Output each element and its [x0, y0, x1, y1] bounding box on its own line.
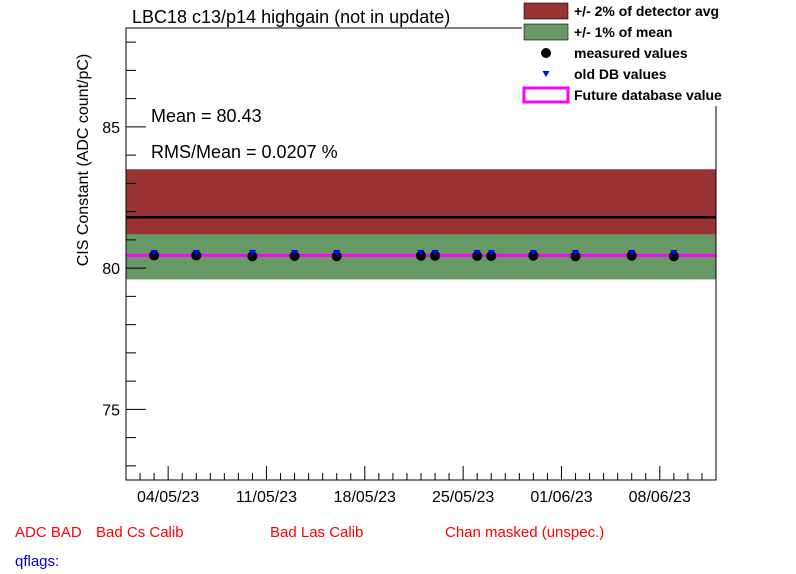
legend-label: measured values	[574, 45, 688, 61]
legend-label: +/- 1% of mean	[574, 24, 672, 40]
x-tick-label: 08/06/23	[629, 489, 691, 506]
axes-layer: 75 80 85 04/05/23 11/05/23 18/05/23 25/05/23 01…	[102, 41, 717, 506]
old-db-point	[192, 250, 200, 256]
old-db-point	[487, 250, 495, 256]
old-db-point	[431, 250, 439, 256]
legend-swatch-circle	[541, 48, 551, 58]
old-db-point	[248, 250, 256, 256]
x-tick-label: 04/05/23	[137, 489, 199, 506]
y-tick-label: 85	[102, 120, 120, 137]
x-tick-label: 25/05/23	[432, 489, 494, 506]
mean-text: Mean = 80.43	[151, 106, 262, 126]
measured-point	[247, 251, 258, 262]
legend-label: Future database value	[574, 87, 722, 103]
old-db-point	[628, 250, 636, 256]
legend-swatch-line	[522, 86, 570, 104]
bands-layer	[126, 169, 716, 280]
x-tick-label: 01/06/23	[530, 489, 592, 506]
chart-title: LBC18 c13/p14 highgain (not in update)	[132, 7, 450, 27]
qflags-label: qflags:	[15, 553, 60, 570]
measured-point	[331, 251, 342, 262]
legend-label: old DB values	[574, 66, 667, 82]
old-db-point	[417, 250, 425, 256]
legend-swatch-box	[523, 23, 569, 41]
flag-chan-masked: Chan masked (unspec.)	[445, 524, 605, 541]
rms-text: RMS/Mean = 0.0207 %	[151, 142, 338, 162]
old-db-point	[333, 250, 341, 256]
old-db-point	[150, 250, 158, 256]
old-db-point	[473, 250, 481, 256]
old-db-point	[529, 250, 537, 256]
legend-label: +/- 2% of detector avg	[574, 3, 719, 19]
y-axis-label: CIS Constant (ADC count/pC)	[75, 54, 92, 267]
old-db-point	[291, 250, 299, 256]
y-tick-label: 75	[102, 402, 120, 419]
flag-adc-bad: ADC BAD	[15, 524, 82, 541]
flag-bad-cs-calib: Bad Cs Calib	[96, 524, 184, 541]
old-db-point	[572, 250, 580, 256]
x-tick-label: 11/05/23	[236, 489, 297, 506]
measured-point	[668, 251, 679, 262]
old-db-point	[670, 250, 678, 256]
flag-bad-las-calib: Bad Las Calib	[270, 524, 364, 541]
points-layer	[149, 250, 679, 262]
legend: +/- 2% of detector avg +/- 1% of mean meas…	[522, 2, 744, 106]
x-tick-label: 18/05/23	[334, 489, 396, 506]
measured-point	[570, 251, 581, 262]
legend-swatch-box	[523, 2, 569, 20]
y-tick-label: 80	[102, 261, 120, 278]
legend-swatch-triangle	[542, 71, 550, 77]
